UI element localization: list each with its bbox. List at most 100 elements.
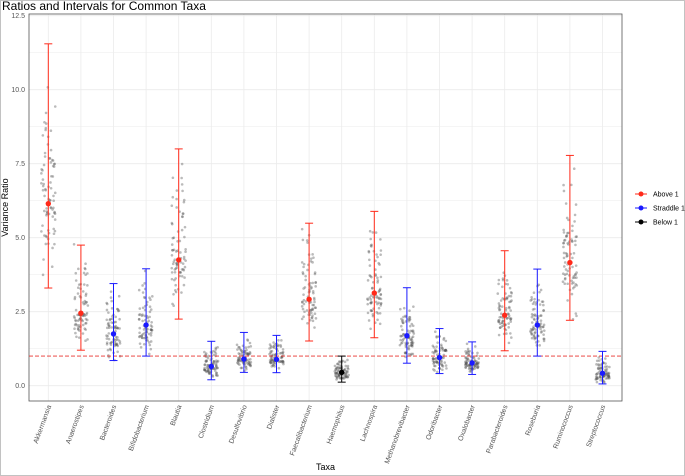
jitter-point — [409, 343, 413, 347]
jitter-point — [271, 358, 274, 362]
jitter-point — [575, 276, 578, 279]
jitter-point — [40, 172, 43, 175]
jitter-point — [501, 285, 504, 289]
jitter-point — [379, 302, 383, 306]
jitter-point — [399, 338, 402, 342]
jitter-point — [272, 345, 275, 349]
jitter-point — [51, 175, 55, 178]
legend-label: Straddle 1 — [653, 206, 685, 213]
jitter-point — [183, 276, 186, 279]
jitter-point — [342, 377, 346, 380]
jitter-point — [532, 317, 536, 321]
jitter-point — [309, 257, 313, 260]
jitter-point — [245, 352, 248, 355]
jitter-point — [117, 294, 121, 298]
jitter-point — [464, 352, 468, 355]
jitter-point — [215, 374, 218, 377]
jitter-point — [108, 324, 111, 328]
jitter-point — [212, 360, 215, 363]
jitter-point — [83, 327, 87, 330]
jitter-point — [270, 358, 274, 362]
jitter-point — [374, 274, 377, 277]
jitter-point — [204, 369, 208, 373]
x-tick-label: Odoribacter — [425, 404, 444, 441]
jitter-point — [105, 341, 109, 345]
jitter-point — [142, 336, 146, 340]
jitter-point — [85, 313, 88, 316]
jitter-point — [51, 246, 54, 250]
jitter-point — [408, 316, 411, 319]
jitter-point — [212, 353, 216, 357]
jitter-point — [310, 308, 314, 311]
jitter-point — [435, 360, 439, 363]
jitter-point — [407, 319, 411, 323]
jitter-point — [84, 317, 88, 321]
jitter-point — [565, 234, 569, 237]
jitter-point — [114, 338, 117, 342]
jitter-point — [72, 242, 76, 246]
jitter-point — [379, 292, 383, 296]
jitter-point — [401, 328, 404, 332]
jitter-point — [42, 163, 46, 167]
jitter-point — [238, 359, 242, 362]
jitter-point — [138, 335, 141, 339]
x-tick-label: Clostridium — [198, 404, 217, 439]
jitter-point — [238, 353, 242, 356]
jitter-point — [311, 290, 315, 293]
jitter-point — [369, 244, 373, 247]
jitter-point — [563, 277, 567, 281]
jitter-point — [76, 292, 80, 295]
jitter-point — [41, 134, 45, 137]
jitter-point — [149, 331, 153, 335]
jitter-point — [436, 370, 439, 374]
jitter-point — [572, 167, 576, 171]
jitter-point — [440, 345, 443, 348]
jitter-point — [369, 301, 372, 305]
jitter-point — [203, 350, 206, 354]
x-tick-label: Blautia — [170, 404, 184, 427]
jitter-point — [529, 331, 533, 334]
jitter-point — [236, 356, 240, 360]
jitter-point — [334, 371, 338, 375]
jitter-point — [301, 271, 305, 274]
jitter-point — [110, 317, 114, 321]
jitter-point — [575, 284, 579, 287]
jitter-point — [595, 377, 598, 381]
jitter-point — [110, 299, 114, 303]
jitter-point — [402, 315, 405, 319]
jitter-point — [606, 376, 609, 380]
jitter-point — [335, 366, 338, 370]
jitter-point — [377, 261, 380, 265]
jitter-point — [85, 318, 89, 322]
jitter-point — [116, 344, 119, 348]
jitter-point — [347, 373, 350, 377]
jitter-point — [215, 371, 218, 375]
jitter-point — [86, 284, 89, 287]
jitter-point — [108, 318, 112, 322]
jitter-point — [281, 353, 285, 357]
jitter-point — [53, 211, 56, 215]
jitter-point — [596, 377, 599, 380]
jitter-point — [180, 291, 183, 294]
jitter-point — [474, 365, 477, 369]
jitter-point — [303, 310, 306, 314]
jitter-point — [184, 250, 187, 254]
jitter-point — [565, 255, 568, 258]
jitter-point — [473, 367, 476, 370]
jitter-point — [107, 321, 110, 325]
jitter-point — [444, 348, 448, 352]
jitter-point — [53, 162, 56, 166]
jitter-point — [272, 341, 275, 344]
chart-title: Ratios and Intervals for Common Taxa — [2, 0, 206, 13]
jitter-point — [174, 267, 178, 270]
jitter-point — [570, 238, 573, 241]
jitter-point — [539, 314, 543, 317]
jitter-point — [105, 308, 109, 312]
jitter-point — [603, 374, 607, 378]
jitter-point — [203, 368, 207, 372]
jitter-point — [497, 318, 501, 322]
jitter-point — [335, 371, 339, 375]
jitter-point — [115, 338, 118, 341]
ratio-point — [78, 310, 84, 316]
jitter-point — [532, 300, 536, 304]
